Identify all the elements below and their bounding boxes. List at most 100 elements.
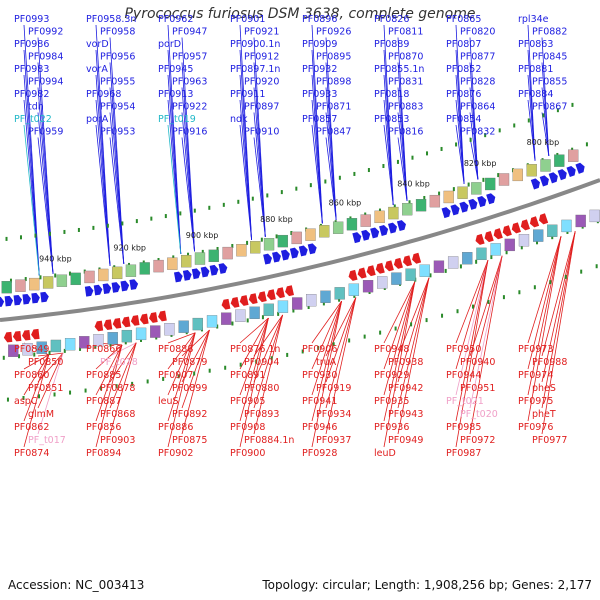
gene-label[interactable]: PF0942 xyxy=(388,383,423,394)
gene-label[interactable]: PF0855 xyxy=(532,77,567,88)
gene-label[interactable]: PF0936 xyxy=(374,422,409,433)
gene-label[interactable]: PF0910 xyxy=(244,127,279,138)
gene-label[interactable]: PF0887 xyxy=(86,396,121,407)
gene-label[interactable]: PF0903 xyxy=(100,435,135,446)
gene-label[interactable]: PF0850 xyxy=(28,357,63,368)
gene-label[interactable]: PF0845 xyxy=(532,52,567,63)
gene-label[interactable]: PF0908 xyxy=(230,422,265,433)
gene-label[interactable]: aspC xyxy=(14,396,38,407)
gene-label[interactable]: rpl34e xyxy=(518,14,549,25)
gene-label[interactable]: PF0940 xyxy=(460,357,495,368)
gene-label[interactable]: PF0951 xyxy=(460,383,495,394)
gene-label[interactable]: PF0909 xyxy=(302,39,337,50)
gene-label[interactable]: PF0855.1n xyxy=(374,64,424,75)
gene-label[interactable]: PF0865 xyxy=(446,14,481,25)
gene-label[interactable]: vorD xyxy=(86,39,109,50)
gene-label[interactable]: PF0828 xyxy=(460,77,495,88)
gene-label[interactable]: PF0863 xyxy=(518,39,553,50)
gene-label[interactable]: PF0973 xyxy=(518,344,553,355)
gene-label[interactable]: PF0853 xyxy=(374,114,409,125)
gene-label[interactable]: PF0878 xyxy=(100,383,135,394)
gene-label[interactable]: PF0950 xyxy=(446,344,481,355)
gene-label[interactable]: PF0916 xyxy=(172,127,207,138)
gene-label[interactable]: PF0854 xyxy=(446,114,481,125)
gene-label[interactable]: PF0938 xyxy=(388,357,423,368)
gene-label[interactable]: PF0849 xyxy=(14,344,49,355)
gene-label[interactable]: PF0889 xyxy=(374,39,409,50)
gene-label[interactable]: PF0992 xyxy=(28,27,63,38)
gene-label[interactable]: porA xyxy=(86,114,109,125)
gene-label[interactable]: PF0902 xyxy=(158,448,193,459)
gene-label[interactable]: PF0933 xyxy=(302,89,337,100)
gene-label[interactable]: PF0875 xyxy=(172,435,207,446)
gene-label[interactable]: PF0904 xyxy=(244,357,279,368)
gene-label[interactable]: PF_t019 xyxy=(158,114,196,125)
gene-label[interactable]: PF0975 xyxy=(518,396,553,407)
gene-label[interactable]: PF0897 xyxy=(244,102,279,113)
gene-label[interactable]: PF0926 xyxy=(316,27,351,38)
gene-label[interactable]: PF0920 xyxy=(244,77,279,88)
gene-label[interactable]: PF0847 xyxy=(316,127,351,138)
gene-label[interactable]: PF_t017 xyxy=(28,435,66,446)
gene-label[interactable]: PF0807 xyxy=(446,39,481,50)
gene-label[interactable]: PF0820 xyxy=(460,27,495,38)
gene-label[interactable]: PF0900.1n xyxy=(230,39,280,50)
gene-label[interactable]: PF0912 xyxy=(244,52,279,63)
gene-label[interactable]: PF0946 xyxy=(302,422,337,433)
gene-label[interactable]: PF0818 xyxy=(374,89,409,100)
gene-label[interactable]: PF0906 xyxy=(302,344,337,355)
gene-label[interactable]: PF0866 xyxy=(86,344,121,355)
gene-label[interactable]: PF0963 xyxy=(172,77,207,88)
gene-label[interactable]: pheS xyxy=(532,383,556,394)
gene-label[interactable]: PF0932 xyxy=(302,64,337,75)
gene-label[interactable]: PF0947 xyxy=(172,27,207,38)
gene-label[interactable]: PF0826 xyxy=(374,14,409,25)
gene-label[interactable]: PF0985 xyxy=(446,422,481,433)
gene-label[interactable]: PF0945 xyxy=(158,64,193,75)
gene-label[interactable]: PF0943 xyxy=(388,409,423,420)
gene-label[interactable]: PF0934 xyxy=(316,409,351,420)
gene-label[interactable]: PF0895 xyxy=(316,52,351,63)
gene-label[interactable]: PF0867 xyxy=(532,102,567,113)
gene-label[interactable]: PF0937 xyxy=(316,435,351,446)
gene-label[interactable]: leuD xyxy=(374,448,396,459)
gene-label[interactable]: PF0922 xyxy=(172,102,207,113)
gene-label[interactable]: PF0930 xyxy=(302,370,337,381)
gene-label[interactable]: PF0957 xyxy=(172,52,207,63)
gene-label[interactable]: PF0888 xyxy=(158,344,193,355)
gene-label[interactable]: PF0988 xyxy=(532,357,567,368)
gene-label[interactable]: PF0885 xyxy=(86,370,121,381)
gene-label[interactable]: PF0958 xyxy=(100,27,135,38)
gene-label[interactable]: PF0959 xyxy=(28,127,63,138)
gene-label[interactable]: PF0956 xyxy=(100,52,135,63)
gene-label[interactable]: PF0816 xyxy=(388,127,423,138)
gene-label[interactable]: PF0899 xyxy=(172,383,207,394)
gene-label[interactable]: PF0898 xyxy=(316,77,351,88)
gene-label[interactable]: PF0894 xyxy=(86,448,121,459)
gene-label[interactable]: ndk xyxy=(230,114,248,125)
gene-label[interactable]: PF0928 xyxy=(302,448,337,459)
gene-label[interactable]: PF0876.1n xyxy=(230,344,280,355)
gene-label[interactable]: PF0955 xyxy=(100,77,135,88)
gene-label[interactable]: PF0976 xyxy=(518,422,553,433)
gene-label[interactable]: PF0831 xyxy=(388,77,423,88)
gene-label[interactable]: porD xyxy=(158,39,181,50)
gene-label[interactable]: PF0874 xyxy=(14,448,49,459)
gene-label[interactable]: PF0921 xyxy=(244,27,279,38)
gene-label[interactable]: PF0944 xyxy=(446,370,481,381)
gene-label[interactable]: PF0974 xyxy=(518,370,553,381)
gene-label[interactable]: PF0886 xyxy=(158,422,193,433)
gene-label[interactable]: PF0968 xyxy=(86,89,121,100)
gene-label[interactable]: PF0993 xyxy=(14,14,49,25)
gene-label[interactable]: truA xyxy=(316,357,337,368)
gene-label[interactable]: PF0891 xyxy=(230,370,265,381)
gene-label[interactable]: PF0871 xyxy=(316,102,351,113)
gene-label[interactable]: PF0984 xyxy=(28,52,63,63)
gene-label[interactable]: PF_t020 xyxy=(460,409,498,420)
gene-label[interactable]: PF0862 xyxy=(14,422,49,433)
gene-label[interactable]: glmM xyxy=(28,409,54,420)
gene-label[interactable]: PF0900 xyxy=(230,448,265,459)
gene-label[interactable]: PF0877 xyxy=(460,52,495,63)
gene-label[interactable]: PF0870 xyxy=(388,52,423,63)
gene-label[interactable]: PF0949 xyxy=(388,435,423,446)
